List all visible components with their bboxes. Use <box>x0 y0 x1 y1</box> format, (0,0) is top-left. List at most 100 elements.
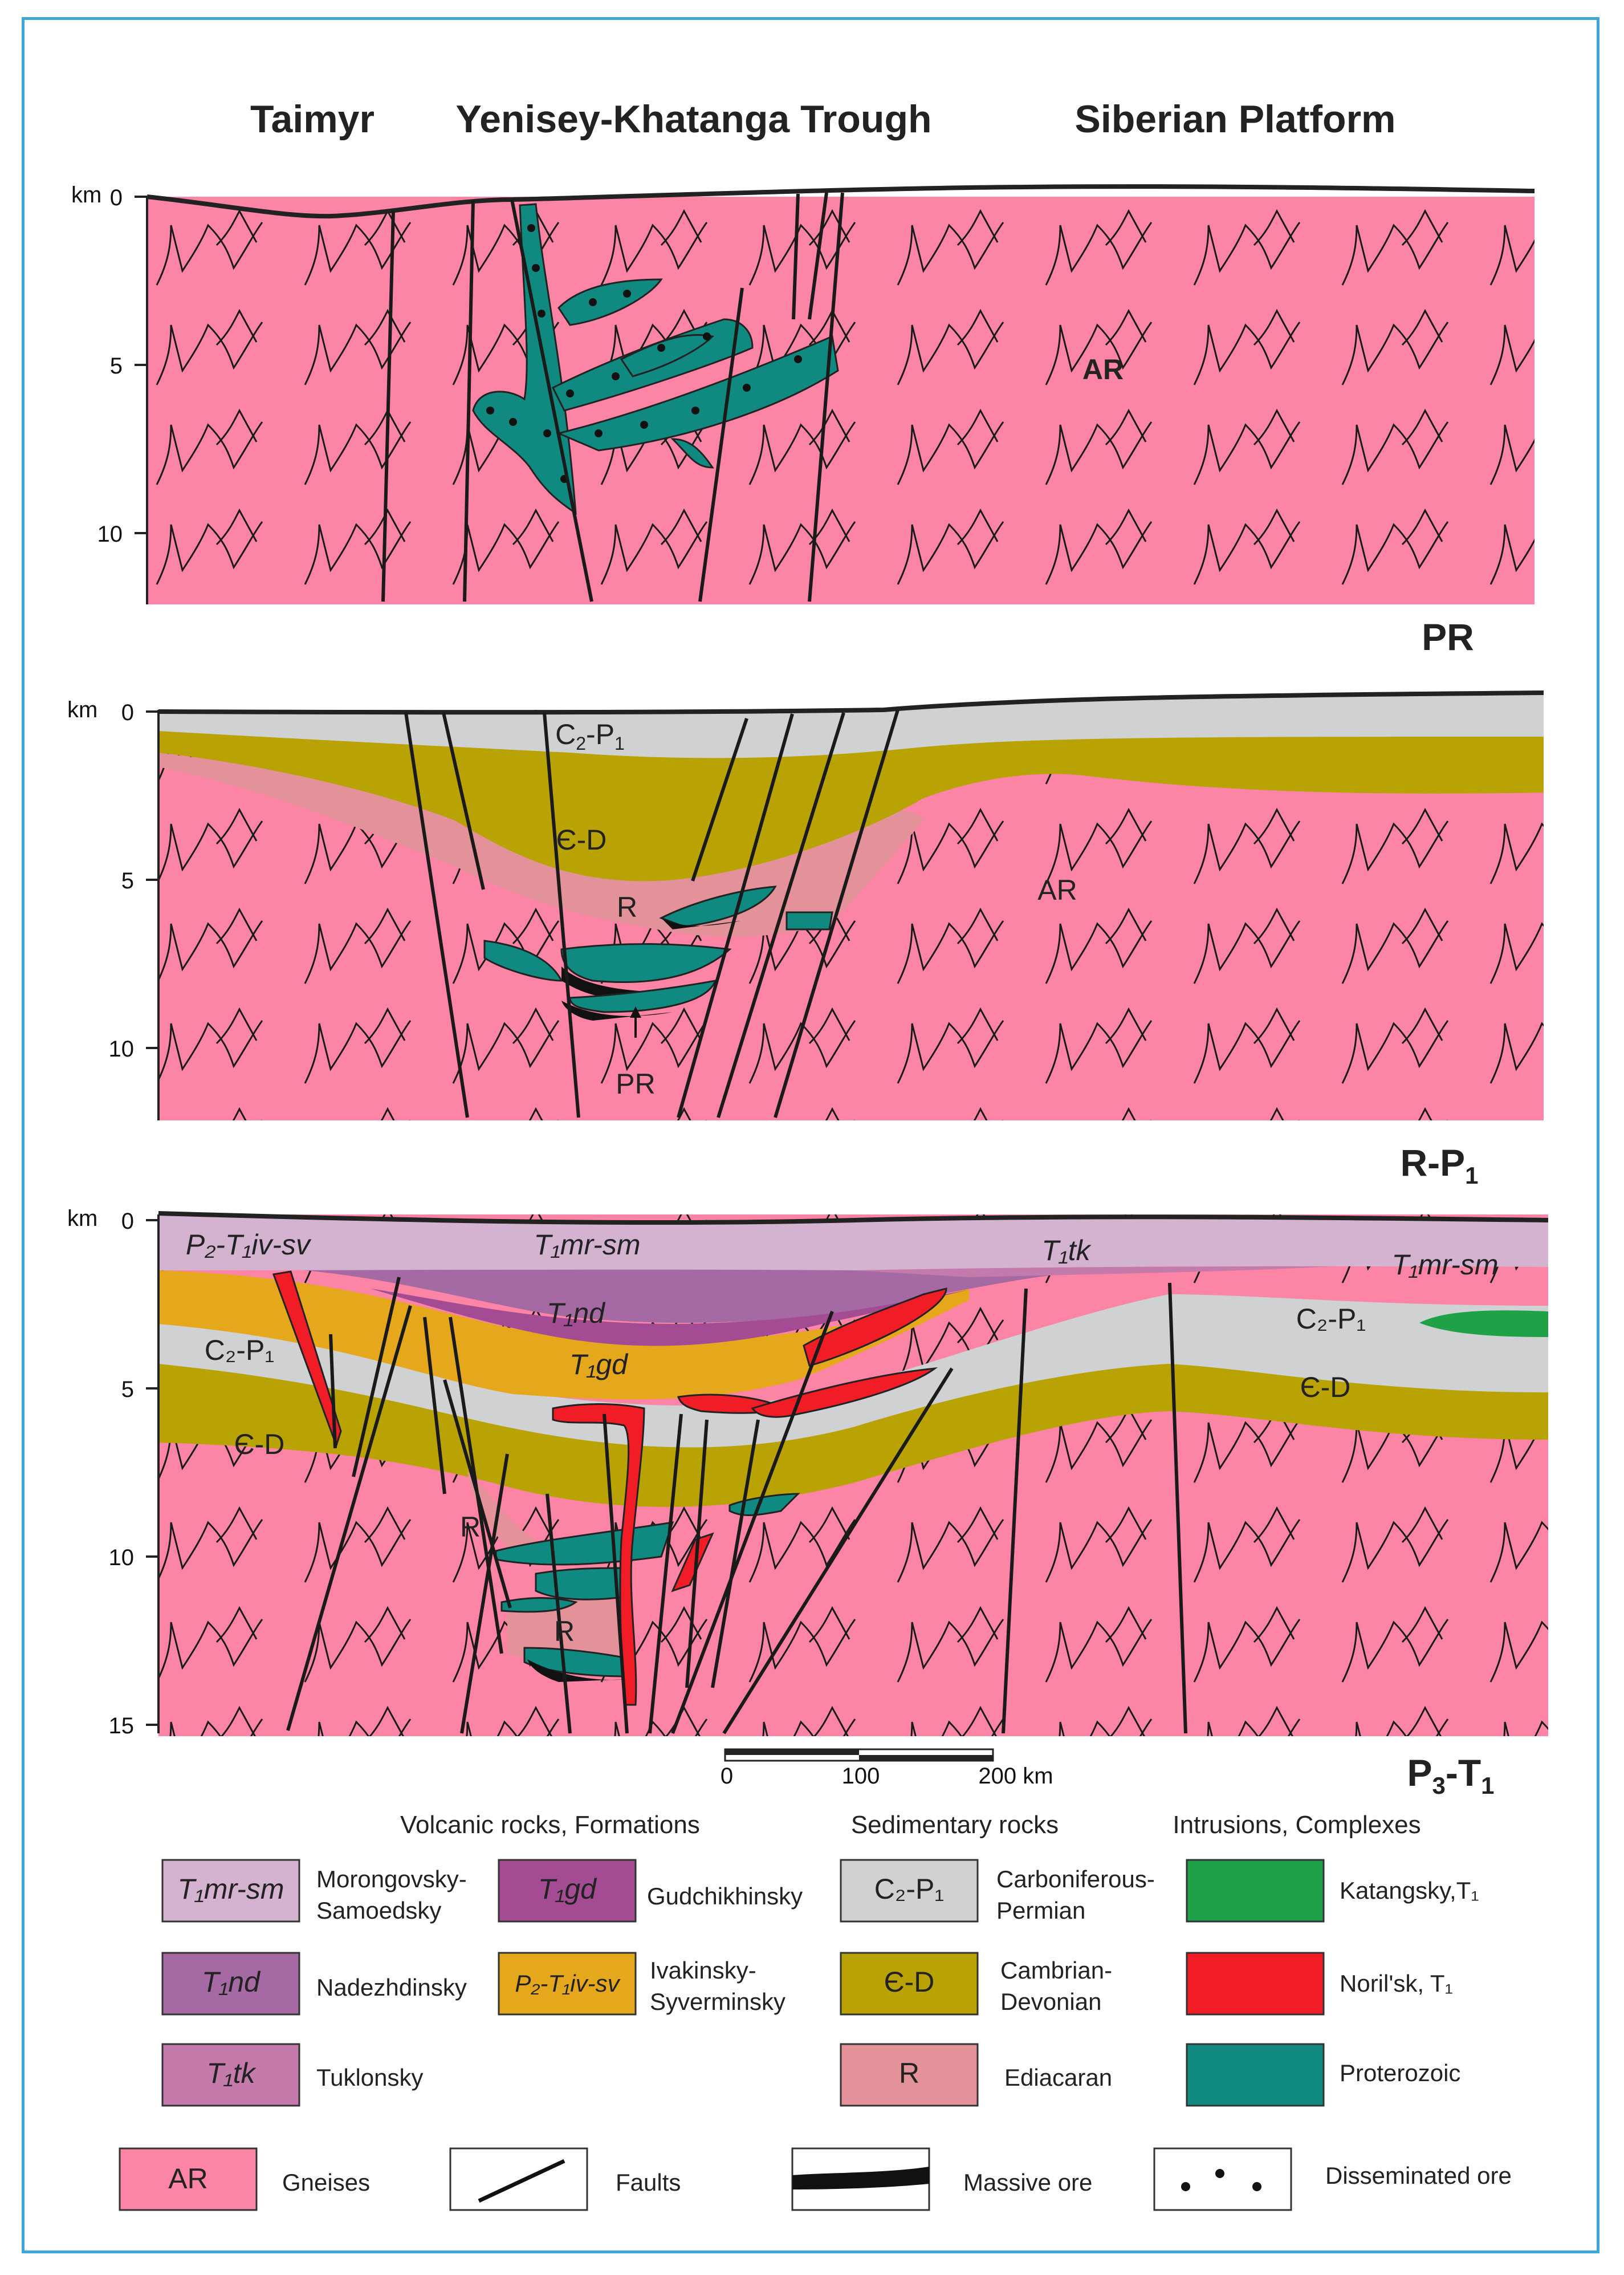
scale-bar: 0 100 200 km <box>721 1748 1053 1789</box>
legend-swatch-tk <box>161 2043 300 2107</box>
legend-name-disseminated-ore: Disseminated ore <box>1325 2162 1512 2189</box>
legend-swatch-cd <box>840 1952 979 2016</box>
legend-name-norilsk: Noril'sk, T₁ <box>1340 1970 1453 1997</box>
tick-3-5: 5 <box>121 1377 134 1402</box>
section-pr: AR km 0 5 10 PR <box>71 182 1535 658</box>
katangsky-intrusion <box>1419 1310 1548 1337</box>
legend-code-c2p1: C₂-P₁ <box>874 1873 944 1905</box>
legend-name-tk: Tuklonsky <box>316 2064 424 2091</box>
legend-name-c2p1-1: Carboniferous- <box>996 1866 1155 1892</box>
legend-name-ivsv-1: Ivakinsky- <box>650 1957 756 1984</box>
label-cd-right-3: Є-D <box>1300 1371 1351 1403</box>
tick-3-0: 0 <box>121 1209 134 1234</box>
section-p3-t1: P₂-T₁iv-sv T₁mr-sm T₁tk T₁mr-sm T₁nd T₁g… <box>67 1206 1549 1799</box>
ores-section-2 <box>483 885 833 1038</box>
legend-code-ar: AR <box>168 2163 207 2195</box>
legend-name-faults: Faults <box>616 2169 681 2196</box>
legend-swatch-c2p1 <box>840 1859 979 1923</box>
legend-code-ivsv: P₂-T₁iv-sv <box>515 1970 621 1997</box>
legend-name-ivsv-2: Syverminsky <box>650 1988 785 2015</box>
age-pr: PR <box>1422 616 1474 658</box>
label-pr-2: PR <box>616 1068 655 1100</box>
age-r-p1: R-P1 <box>1400 1141 1478 1189</box>
legend-name-massive-ore: Massive ore <box>963 2169 1092 2196</box>
faults-section-3 <box>286 1277 1187 1734</box>
label-ivsv-3: P₂-T₁iv-sv <box>186 1229 312 1261</box>
legend-code-gd: T₁gd <box>538 1873 597 1905</box>
legend-heading-sedimentary: Sedimentary rocks <box>851 1811 1059 1839</box>
tick-3-10: 10 <box>109 1545 135 1570</box>
scale-tick-0: 0 <box>721 1764 733 1789</box>
label-ar-1: AR <box>1082 354 1124 385</box>
label-tk-3: T₁tk <box>1041 1234 1092 1266</box>
tick-1-5: 5 <box>110 354 123 379</box>
label-c2p1-2: C2-P1 <box>555 718 625 754</box>
label-mrsm-3: T₁mr-sm <box>534 1229 640 1261</box>
legend-swatch-mrsm <box>161 1859 300 1923</box>
legend-swatch-proterozoic <box>1186 2043 1325 2107</box>
legend-name-proterozoic: Proterozoic <box>1340 2059 1460 2086</box>
legend-swatch-katangsky <box>1186 1859 1325 1923</box>
axis-unit-1: km <box>71 182 101 208</box>
legend-name-r: Ediacaran <box>1004 2064 1112 2091</box>
faults-section-1 <box>381 192 844 602</box>
label-c2p1b-3: C₂-P₁ <box>1296 1303 1366 1335</box>
legend-swatch-ivsv <box>498 1952 637 2016</box>
header-trough: Yenisey-Khatanga Trough <box>455 98 931 141</box>
label-r2-3: R <box>554 1615 575 1647</box>
label-nd-3: T₁nd <box>547 1297 606 1329</box>
label-cd-left-3: Є-D <box>234 1428 285 1460</box>
legend-name-mrsm-2: Samoedsky <box>316 1897 441 1924</box>
legend-swatch-disseminated-ore <box>1153 2147 1292 2211</box>
legend-name-cd-2: Devonian <box>1000 1988 1101 2015</box>
label-r-2: R <box>617 891 637 923</box>
scale-tick-100: 100 <box>842 1764 880 1789</box>
tick-1-10: 10 <box>97 522 123 547</box>
legend: Volcanic rocks, Formations Sedimentary r… <box>119 1811 1512 2211</box>
legend-heading-volcanic: Volcanic rocks, Formations <box>400 1811 700 1839</box>
tick-2-10: 10 <box>109 1037 135 1062</box>
legend-code-cd: Є-D <box>884 1966 935 1998</box>
faults-section-2 <box>404 709 899 1118</box>
legend-heading-intrusions: Intrusions, Complexes <box>1173 1811 1421 1839</box>
legend-code-tk: T₁tk <box>206 2057 257 2089</box>
age-p3-t1: P3-T1 <box>1407 1752 1494 1799</box>
axis-unit-2: km <box>67 697 97 722</box>
tick-2-0: 0 <box>121 700 134 725</box>
legend-swatch-faults <box>449 2147 588 2211</box>
legend-swatch-ar <box>119 2147 258 2211</box>
label-cd-2: Є-D <box>556 824 607 856</box>
legend-fault-line <box>478 2159 565 2203</box>
scale-tick-200: 200 km <box>978 1764 1053 1789</box>
figure-frame <box>22 17 1599 2253</box>
label-mrsm2-3: T₁mr-sm <box>1391 1249 1498 1281</box>
legend-name-katangsky: Katangsky,T₁ <box>1340 1877 1479 1904</box>
label-r1-3: R <box>460 1511 481 1543</box>
tick-1-0: 0 <box>110 185 123 210</box>
legend-name-nd: Nadezhdinsky <box>316 1974 467 2001</box>
disseminated-ore-dots-1 <box>486 224 802 483</box>
legend-swatch-norilsk <box>1186 1952 1325 2016</box>
axis-unit-3: km <box>67 1206 97 1231</box>
label-gd-3: T₁gd <box>569 1348 629 1380</box>
legend-name-cd-1: Cambrian- <box>1000 1957 1112 1984</box>
label-ar-2: AR <box>1037 874 1077 906</box>
legend-swatch-gd <box>498 1859 637 1923</box>
tick-3-15: 15 <box>109 1713 135 1738</box>
header-platform: Siberian Platform <box>1074 98 1395 141</box>
legend-name-mrsm-1: Morongovsky- <box>316 1866 467 1892</box>
label-c2p1a-3: C₂-P₁ <box>205 1334 274 1366</box>
legend-code-mrsm: T₁mr-sm <box>177 1873 284 1905</box>
legend-swatch-r <box>840 2043 979 2107</box>
tick-2-5: 5 <box>121 868 134 893</box>
section-r-p1: C2-P1 Є-D R AR PR km 0 5 10 R-P1 <box>67 690 1544 1189</box>
legend-massive-ore-band <box>792 2167 929 2189</box>
legend-name-c2p1-2: Permian <box>996 1897 1085 1924</box>
legend-code-r: R <box>899 2057 919 2089</box>
legend-swatch-nd <box>161 1952 300 2016</box>
header-taimyr: Taimyr <box>250 98 375 141</box>
legend-code-nd: T₁nd <box>202 1966 261 1998</box>
legend-name-gd: Gudchikhinsky <box>647 1883 803 1910</box>
legend-name-gneises: Gneises <box>282 2169 370 2196</box>
